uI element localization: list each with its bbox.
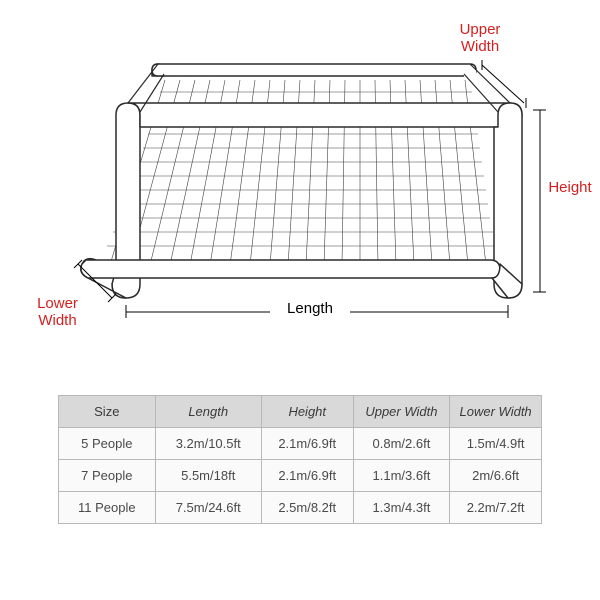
cell: 11 People xyxy=(59,492,156,524)
col-length: Length xyxy=(155,396,261,428)
size-table-container: Size Length Height Upper Width Lower Wid… xyxy=(58,395,542,524)
cell: 1.3m/4.3ft xyxy=(353,492,450,524)
goal-diagram: UpperWidth Height Length LowerWidth xyxy=(30,20,570,350)
cell: 2.5m/8.2ft xyxy=(261,492,353,524)
height-label: Height xyxy=(540,180,600,197)
lower-width-text: LowerWidth xyxy=(37,295,78,329)
cell: 5.5m/18ft xyxy=(155,460,261,492)
col-upper-width: Upper Width xyxy=(353,396,450,428)
table-row: 5 People 3.2m/10.5ft 2.1m/6.9ft 0.8m/2.6… xyxy=(59,428,542,460)
cell: 1.5m/4.9ft xyxy=(450,428,542,460)
cell: 3.2m/10.5ft xyxy=(155,428,261,460)
cell: 2m/6.6ft xyxy=(450,460,542,492)
cell: 2.1m/6.9ft xyxy=(261,428,353,460)
cell: 0.8m/2.6ft xyxy=(353,428,450,460)
cell: 5 People xyxy=(59,428,156,460)
size-table: Size Length Height Upper Width Lower Wid… xyxy=(58,395,542,524)
dimension-lines xyxy=(74,60,546,318)
length-text: Length xyxy=(287,300,333,317)
length-label: Length xyxy=(270,301,350,318)
cell: 7 People xyxy=(59,460,156,492)
cell: 2.1m/6.9ft xyxy=(261,460,353,492)
cell: 1.1m/3.6ft xyxy=(353,460,450,492)
table-row: 7 People 5.5m/18ft 2.1m/6.9ft 1.1m/3.6ft… xyxy=(59,460,542,492)
col-size: Size xyxy=(59,396,156,428)
height-text: Height xyxy=(548,179,591,196)
col-lower-width: Lower Width xyxy=(450,396,542,428)
upper-width-text: UpperWidth xyxy=(460,21,501,55)
cell: 7.5m/24.6ft xyxy=(155,492,261,524)
goal-frame xyxy=(81,64,522,298)
table-header-row: Size Length Height Upper Width Lower Wid… xyxy=(59,396,542,428)
cell: 2.2m/7.2ft xyxy=(450,492,542,524)
col-height: Height xyxy=(261,396,353,428)
upper-width-label: UpperWidth xyxy=(450,22,510,55)
table-row: 11 People 7.5m/24.6ft 2.5m/8.2ft 1.3m/4.… xyxy=(59,492,542,524)
lower-width-label: LowerWidth xyxy=(30,296,85,329)
